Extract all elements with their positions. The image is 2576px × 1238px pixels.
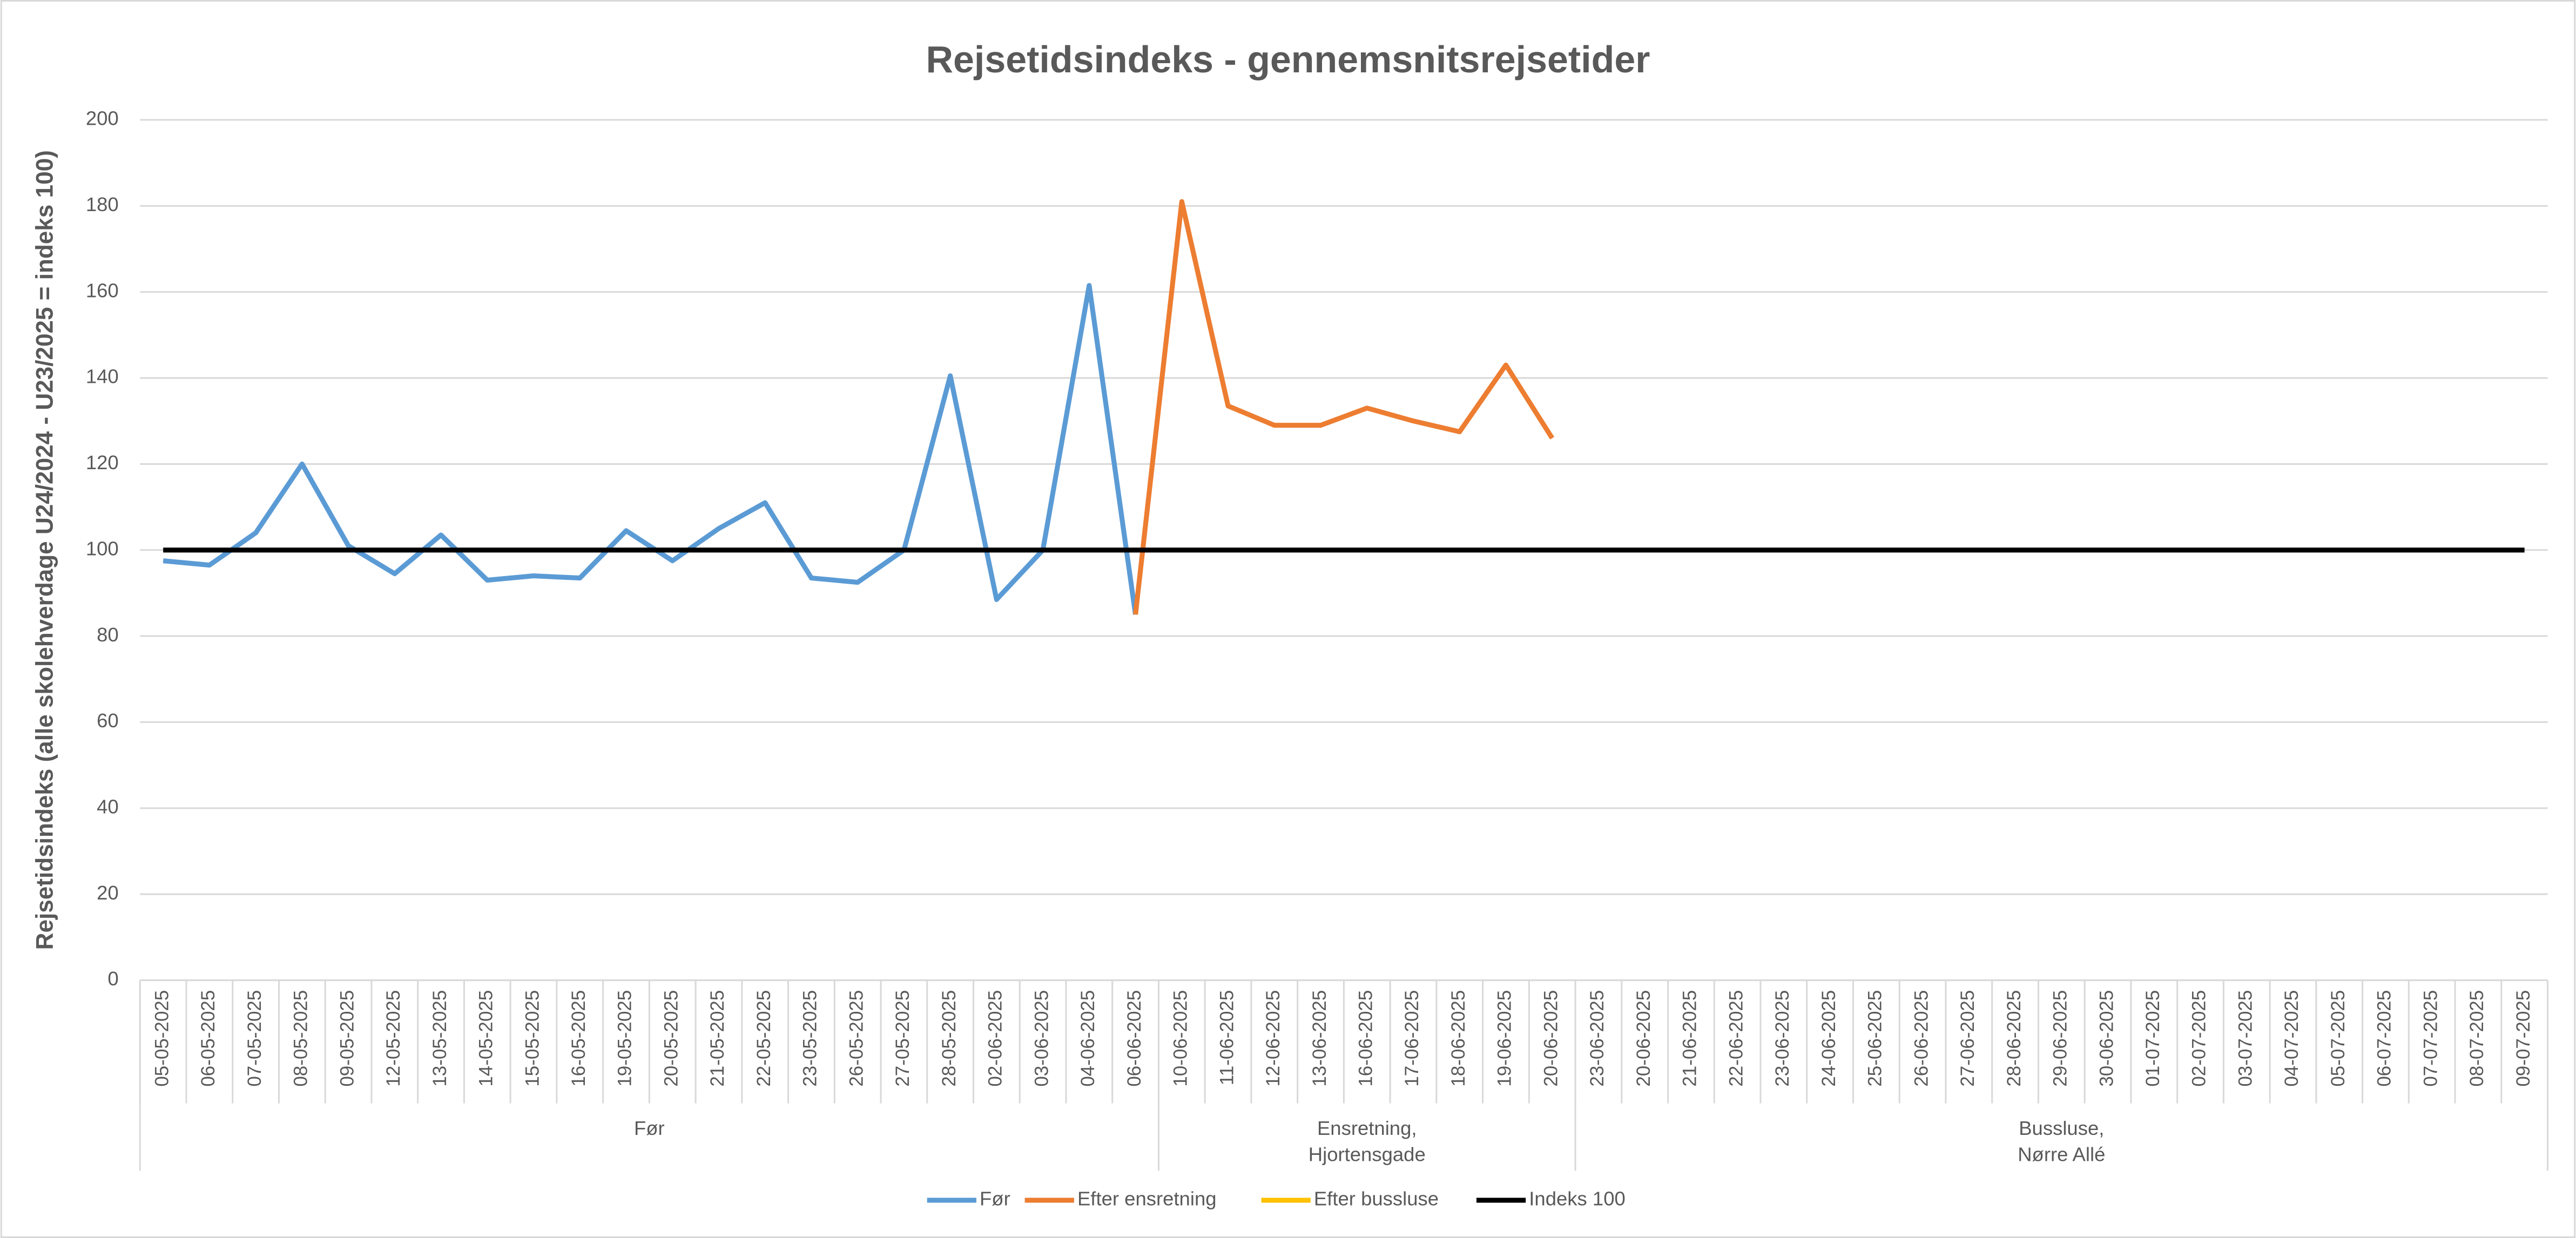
chart-title: Rejsetidsindeks - gennemsnitsrejsetider [926, 38, 1650, 80]
x-tick-label: 07-07-2025 [2420, 990, 2441, 1087]
group-label: Nørre Allé [2018, 1144, 2105, 1166]
x-tick-label: 04-06-2025 [1077, 990, 1098, 1087]
line-series [163, 283, 1138, 615]
legend-label: Indeks 100 [1529, 1188, 1626, 1210]
y-tick-label: 0 [107, 968, 118, 990]
line-series [1133, 199, 1555, 615]
y-tick-label: 100 [86, 537, 119, 559]
x-tick-label: 23-06-2025 [1772, 990, 1793, 1087]
x-tick-label: 16-06-2025 [1356, 990, 1377, 1087]
x-tick-label: 22-06-2025 [1725, 990, 1746, 1087]
x-tick-label: 05-07-2025 [2328, 990, 2349, 1087]
group-label: Bussluse, [2019, 1117, 2104, 1139]
legend-label: Efter bussluse [1314, 1188, 1439, 1210]
x-tick-label: 14-05-2025 [476, 990, 497, 1087]
legend-label: Efter ensretning [1077, 1188, 1217, 1210]
x-tick-label: 30-06-2025 [2096, 990, 2117, 1087]
x-tick-label: 19-06-2025 [1494, 990, 1515, 1087]
y-tick-label: 40 [97, 795, 119, 817]
x-tick-label: 08-05-2025 [291, 990, 312, 1087]
y-tick-label: 80 [97, 624, 119, 646]
x-tick-label: 02-06-2025 [985, 990, 1006, 1087]
x-tick-label: 18-06-2025 [1448, 990, 1469, 1087]
x-tick-label: 12-05-2025 [383, 990, 404, 1087]
y-tick-label: 20 [97, 882, 119, 904]
x-tick-label: 02-07-2025 [2189, 990, 2210, 1087]
legend-label: Før [980, 1188, 1010, 1210]
x-tick-label: 16-05-2025 [568, 990, 589, 1087]
x-tick-label: 06-07-2025 [2374, 990, 2395, 1087]
x-tick-label: 21-06-2025 [1680, 990, 1701, 1087]
y-tick-label: 60 [97, 709, 119, 732]
x-tick-label: 09-05-2025 [336, 990, 358, 1087]
x-tick-label: 06-06-2025 [1124, 990, 1145, 1087]
x-tick-label: 29-06-2025 [2050, 990, 2071, 1087]
x-tick-label: 10-06-2025 [1170, 990, 1191, 1087]
x-tick-label: 13-06-2025 [1309, 990, 1330, 1087]
x-tick-label: 06-05-2025 [198, 990, 219, 1087]
group-label: Før [634, 1117, 665, 1139]
x-tick-label: 25-06-2025 [1865, 990, 1886, 1087]
group-label: Hjortensgade [1309, 1144, 1426, 1166]
y-tick-label: 140 [86, 366, 119, 388]
x-tick-label: 03-06-2025 [1031, 990, 1052, 1087]
x-tick-label: 07-05-2025 [244, 990, 265, 1087]
x-tick-label: 15-05-2025 [522, 990, 543, 1087]
x-tick-label: 22-05-2025 [753, 990, 774, 1087]
x-tick-label: 27-05-2025 [892, 990, 913, 1087]
x-tick-label: 01-07-2025 [2142, 990, 2163, 1087]
x-tick-label: 20-06-2025 [1633, 990, 1654, 1087]
x-tick-label: 21-05-2025 [707, 990, 728, 1087]
x-tick-label: 20-05-2025 [660, 990, 682, 1087]
x-tick-label: 13-05-2025 [429, 990, 450, 1087]
y-tick-label: 180 [86, 193, 119, 215]
x-tick-label: 17-06-2025 [1401, 990, 1422, 1087]
x-tick-label: 04-07-2025 [2281, 990, 2302, 1087]
x-tick-label: 23-05-2025 [800, 990, 821, 1087]
y-tick-label: 200 [86, 107, 119, 130]
x-tick-label: 03-07-2025 [2235, 990, 2256, 1087]
y-axis-title: Rejsetidsindeks (alle skolehverdage U24/… [32, 150, 58, 950]
y-tick-label: 160 [86, 279, 119, 301]
x-tick-label: 26-05-2025 [846, 990, 867, 1087]
x-tick-label: 11-06-2025 [1216, 990, 1237, 1085]
x-tick-label: 26-06-2025 [1911, 990, 1932, 1087]
x-tick-label: 05-05-2025 [151, 990, 172, 1087]
x-tick-label: 28-05-2025 [939, 990, 960, 1087]
x-tick-label: 19-05-2025 [615, 990, 636, 1087]
x-tick-label: 09-07-2025 [2513, 990, 2534, 1087]
y-tick-label: 120 [86, 451, 119, 473]
x-tick-label: 24-06-2025 [1818, 990, 1839, 1087]
x-tick-label: 20-06-2025 [1540, 990, 1561, 1087]
x-tick-label: 27-06-2025 [1957, 990, 1978, 1087]
group-label: Ensretning, [1317, 1117, 1417, 1139]
x-tick-label: 12-06-2025 [1263, 990, 1284, 1087]
x-tick-label: 08-07-2025 [2466, 990, 2487, 1087]
x-tick-label: 28-06-2025 [2004, 990, 2025, 1087]
x-tick-label: 23-06-2025 [1587, 990, 1608, 1087]
